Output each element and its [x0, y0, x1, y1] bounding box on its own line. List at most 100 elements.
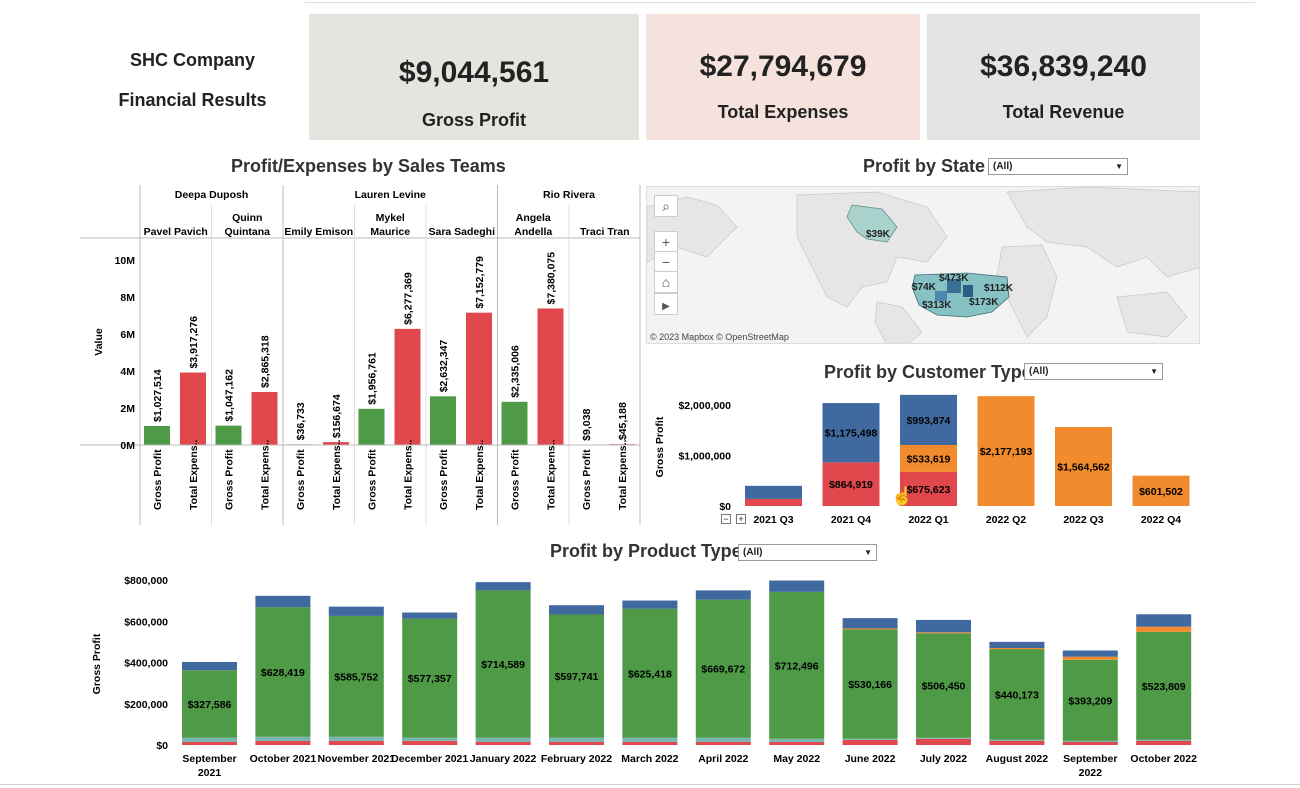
y-tick-label: 4M	[120, 366, 135, 378]
bar-value-label: $2,335,006	[510, 345, 522, 398]
x-tick-label: August 2022	[986, 753, 1049, 765]
kpi-total-revenue[interactable]: $36,839,240 Total Revenue	[927, 14, 1200, 140]
stacked-segment	[842, 738, 898, 740]
bar	[251, 391, 278, 445]
rep-label: Quintana	[224, 226, 270, 238]
stacked-segment	[402, 612, 458, 619]
y-axis-label: Gross Profit	[654, 416, 666, 477]
rep-label: Pavel Pavich	[144, 226, 208, 238]
kpi-gross-profit[interactable]: $9,044,561 Gross Profit	[309, 14, 639, 140]
kpi-value: $36,839,240	[980, 50, 1147, 83]
product-type-filter-dropdown[interactable]: (All) ▼	[738, 544, 877, 561]
map-search-button[interactable]: ⌕	[654, 195, 678, 217]
stacked-segment	[769, 591, 825, 739]
state-map[interactable]: $39K $473K $74K $112K $173K $313K © 2023…	[646, 186, 1200, 344]
y-axis-label: Gross Profit	[91, 633, 103, 694]
stacked-segment	[1136, 739, 1192, 741]
rep-label: Maurice	[370, 226, 410, 238]
map-zoom-out-button[interactable]: −	[654, 251, 678, 273]
stacked-segment	[695, 737, 751, 742]
sales-teams-chart: Deepa Duposh Lauren Levine Rio Rivera Pavel…	[80, 185, 641, 525]
report-name: Financial Results	[118, 90, 267, 110]
measure-label: Gross Profit	[295, 449, 307, 510]
stacked-segment	[182, 661, 237, 671]
segment-label: $523,809	[1142, 681, 1186, 693]
x-tick-label: October 2022	[1130, 753, 1197, 765]
measure-label: Gross Profit	[152, 449, 164, 510]
stacked-segment	[255, 740, 311, 745]
customer-type-filter-value: (All)	[1029, 366, 1049, 377]
map-home-button[interactable]: ⌂	[654, 271, 678, 293]
y-tick-label: 2M	[120, 403, 135, 415]
y-tick-label: $800,000	[124, 575, 168, 587]
home-icon: ⌂	[661, 274, 671, 290]
measure-label: Gross Profit	[510, 449, 522, 510]
stacked-segment	[977, 396, 1035, 506]
map-label: $313K	[922, 300, 952, 311]
stacked-segment	[989, 740, 1045, 745]
stacked-segment	[328, 736, 384, 741]
stacked-segment	[1062, 656, 1118, 660]
expand-button[interactable]: +	[736, 514, 746, 524]
x-tick-label: July 2022	[920, 753, 967, 765]
map-play-button[interactable]: ▶	[654, 293, 678, 315]
stacked-segment	[842, 629, 898, 739]
bar	[430, 396, 456, 445]
stacked-segment	[1136, 626, 1192, 632]
stacked-segment	[475, 741, 531, 745]
state-filter-value: (All)	[993, 161, 1013, 172]
x-tick-label: September	[182, 753, 236, 765]
stacked-segment	[475, 737, 531, 742]
measure-label: Gross Profit	[581, 449, 593, 510]
bar	[501, 401, 528, 445]
map-landmass	[874, 301, 923, 343]
segment-label: $1,564,562	[1057, 462, 1110, 474]
stacked-segment	[900, 394, 957, 445]
measure-label: Gross Profit	[438, 449, 450, 510]
stacked-segment	[622, 608, 678, 738]
x-tick-label: 2022 Q1	[908, 514, 948, 526]
stacked-segment	[328, 606, 384, 616]
kpi-label: Total Revenue	[1002, 102, 1125, 122]
y-tick-label: $2,000,000	[678, 400, 731, 412]
segment-label: $393,209	[1068, 695, 1112, 707]
map-zoom-in-button[interactable]: +	[654, 231, 678, 253]
collapse-button[interactable]: −	[721, 514, 731, 524]
bar-value-label: $156,674	[331, 394, 343, 438]
state-filter-dropdown[interactable]: (All) ▼	[988, 158, 1128, 175]
kpi-label: Gross Profit	[421, 110, 527, 130]
stacked-segment	[255, 736, 311, 741]
stacked-segment	[989, 649, 1045, 740]
measure-label: Total Expens..	[617, 440, 629, 510]
stacked-segment	[1062, 650, 1118, 657]
bar-value-label: $2,632,347	[438, 340, 450, 393]
segment-label: $669,672	[701, 664, 745, 676]
y-tick-label: $1,000,000	[678, 451, 731, 463]
sales-teams-title: Profit/Expenses by Sales Teams	[231, 156, 506, 176]
segment-label: $864,919	[829, 479, 873, 491]
stacked-segment	[182, 741, 237, 745]
map-label: $74K	[912, 282, 936, 293]
x-tick-label: October 2021	[250, 753, 317, 765]
x-tick-label: May 2022	[773, 753, 820, 765]
kpi-total-expenses[interactable]: $27,794,679 Total Expenses	[646, 14, 920, 140]
stacked-segment	[328, 740, 384, 745]
map-attribution: © 2023 Mapbox © OpenStreetMap	[650, 332, 789, 342]
x-tick-label: April 2022	[698, 753, 748, 765]
bar	[323, 442, 349, 445]
stacked-segment	[1136, 740, 1192, 745]
stacked-segment	[549, 614, 604, 738]
stacked-segment	[402, 737, 458, 741]
stacked-segment	[745, 485, 802, 499]
stacked-segment	[900, 471, 957, 506]
stacked-segment	[1136, 614, 1192, 627]
stacked-segment	[916, 632, 971, 634]
rep-label: Quinn	[232, 212, 262, 224]
stacked-segment	[842, 618, 898, 629]
bar	[358, 408, 385, 445]
stacked-segment	[549, 741, 604, 745]
customer-type-filter-dropdown[interactable]: (All) ▼	[1024, 363, 1163, 380]
segment-label: $628,419	[261, 667, 305, 679]
stacked-segment	[822, 403, 880, 463]
y-tick-label: $0	[719, 501, 731, 513]
